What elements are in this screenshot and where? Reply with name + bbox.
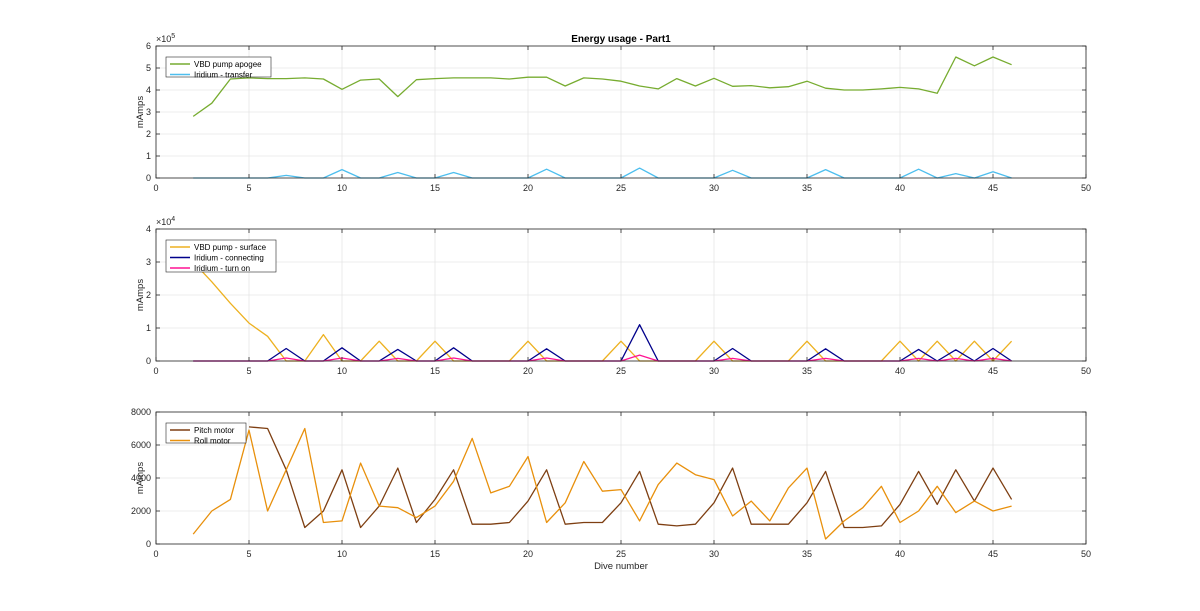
x-tick-label: 20 (523, 366, 533, 376)
y-tick-label: 3 (146, 257, 151, 267)
y-axis-label: mAmps (135, 462, 146, 494)
legend: VBD pump - surface Iridium - connectingIr… (165, 239, 277, 273)
y-tick-label: 4 (146, 85, 151, 95)
axis-exponent: ×105 (156, 33, 175, 44)
x-tick-label: 0 (153, 366, 158, 376)
x-tick-label: 5 (246, 183, 251, 193)
x-tick-label: 30 (709, 366, 719, 376)
legend-entry-3: Iridium - turn on (194, 264, 250, 273)
legend-entry-1: VBD pump apogee (194, 60, 262, 69)
chart-panel-3: 0 5 10 15 20 25 30 35 40 45 50 0 2000 4000 6000 8000 mAm… (131, 407, 1091, 572)
x-tick-label: 35 (802, 549, 812, 559)
y-tick-label: 5 (146, 63, 151, 73)
y-tick-label: 0 (146, 539, 151, 549)
axis-exponent-power: 4 (171, 216, 175, 223)
series-line-1 (248, 426, 1013, 529)
x-tick-label: 50 (1081, 549, 1091, 559)
x-tick-label: 50 (1081, 366, 1091, 376)
x-tick-label: 25 (616, 366, 626, 376)
legend-entry-1: VBD pump - surface (194, 243, 267, 252)
y-tick-label: 6 (146, 41, 151, 51)
legend-box (165, 422, 247, 444)
y-tick-label: 4000 (131, 473, 151, 483)
x-tick-label: 45 (988, 366, 998, 376)
series-line-1 (192, 56, 1012, 117)
y-tick-label: 2000 (131, 506, 151, 516)
x-tick-label: 35 (802, 366, 812, 376)
legend: Pitch motor Roll motor (165, 422, 247, 446)
x-tick-label: 20 (523, 549, 533, 559)
legend-box (165, 239, 277, 273)
y-tick-label: 2 (146, 129, 151, 139)
legend-entry-2: Iridium - transfer (194, 71, 253, 80)
axis-exponent-power: 5 (171, 33, 175, 40)
y-tick-label: 2 (146, 290, 151, 300)
axis-exponent: ×104 (156, 216, 175, 227)
x-tick-label: 20 (523, 183, 533, 193)
x-tick-label: 15 (430, 549, 440, 559)
legend-box (165, 56, 272, 78)
axis-exponent-base: ×10 (156, 34, 171, 44)
x-tick-label: 10 (337, 366, 347, 376)
x-tick-label: 25 (616, 183, 626, 193)
x-tick-label: 5 (246, 366, 251, 376)
legend: VBD pump apogee Iridium - transfer (165, 56, 272, 80)
axis-exponent-base: ×10 (156, 217, 171, 227)
y-tick-label: 1 (146, 151, 151, 161)
x-tick-label: 0 (153, 549, 158, 559)
x-tick-label: 40 (895, 366, 905, 376)
x-tick-label: 30 (709, 549, 719, 559)
x-tick-label: 50 (1081, 183, 1091, 193)
y-axis-label: mAmps (135, 96, 146, 128)
x-tick-label: 10 (337, 183, 347, 193)
chart-title: Energy usage - Part1 (571, 34, 671, 45)
legend-entry-1: Pitch motor (194, 426, 235, 435)
x-tick-label: 15 (430, 183, 440, 193)
x-tick-label: 25 (616, 549, 626, 559)
chart-panel-1: 0 5 10 15 20 25 30 35 40 45 500123456×105mAmpsEner… (135, 33, 1091, 193)
y-tick-label: 0 (146, 356, 151, 366)
legend-entry-2: Iridium - connecting (194, 254, 264, 263)
y-tick-label: 8000 (131, 407, 151, 417)
x-tick-label: 30 (709, 183, 719, 193)
legend-entry-2: Roll motor (194, 437, 231, 446)
y-axis-label: mAmps (135, 279, 146, 311)
x-axis-label: Dive number (594, 561, 648, 572)
x-tick-label: 5 (246, 549, 251, 559)
x-tick-label: 45 (988, 183, 998, 193)
x-tick-label: 0 (153, 183, 158, 193)
series-line-2 (192, 427, 1012, 540)
y-tick-label: 3 (146, 107, 151, 117)
y-tick-label: 1 (146, 323, 151, 333)
y-tick-label: 6000 (131, 440, 151, 450)
x-tick-label: 40 (895, 183, 905, 193)
y-tick-label: 4 (146, 224, 151, 234)
x-tick-label: 15 (430, 366, 440, 376)
x-tick-label: 10 (337, 549, 347, 559)
x-tick-label: 40 (895, 549, 905, 559)
y-tick-label: 0 (146, 173, 151, 183)
x-tick-label: 45 (988, 549, 998, 559)
x-tick-label: 35 (802, 183, 812, 193)
